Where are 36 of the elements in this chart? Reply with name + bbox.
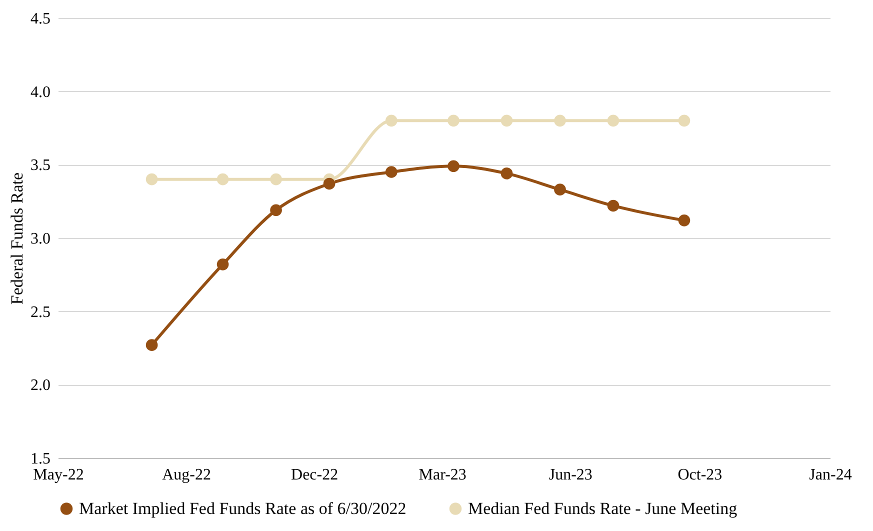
y-axis-title: Federal Funds Rate (8, 172, 26, 305)
point (607, 200, 620, 212)
point (270, 204, 282, 216)
y-tick-label: 3.5 (30, 157, 50, 174)
x-tick-label: Aug-22 (162, 466, 211, 484)
point (385, 166, 398, 178)
point (270, 173, 282, 186)
x-tick-label: Mar-23 (418, 466, 466, 484)
x-tick-label: Oct-23 (678, 466, 722, 484)
legend-label: Market Implied Fed Funds Rate as of 6/30/2022 (79, 498, 406, 518)
x-tick-label: Jan-24 (809, 466, 852, 484)
point (216, 258, 229, 270)
y-tick-label: 2.5 (30, 304, 50, 321)
point (216, 173, 229, 186)
point (146, 339, 158, 351)
point (385, 114, 398, 127)
point (448, 160, 460, 172)
point (500, 114, 513, 127)
y-tick-label: 3.0 (30, 230, 50, 248)
point (678, 214, 690, 226)
point (323, 178, 336, 190)
legend-label: Median Fed Funds Rate - June Meeting (468, 498, 738, 518)
point (146, 173, 158, 186)
point (554, 114, 566, 127)
x-tick-label: Jun-23 (548, 466, 592, 484)
point (607, 114, 620, 127)
y-tick-label: 1.5 (30, 450, 50, 468)
point (554, 184, 566, 196)
point (678, 114, 690, 127)
x-tick-label: May-22 (33, 466, 84, 484)
y-tick-label: 2.0 (30, 377, 50, 394)
x-tick-label: Dec-22 (291, 466, 338, 484)
point (448, 114, 460, 127)
y-tick-label: 4.0 (30, 84, 50, 101)
point (500, 168, 513, 180)
y-tick-label: 4.5 (30, 10, 50, 28)
